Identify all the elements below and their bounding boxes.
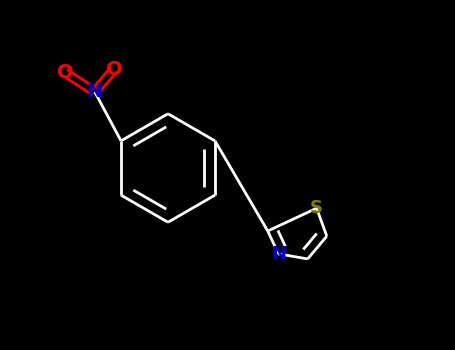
Text: S: S — [310, 199, 323, 217]
Text: O: O — [57, 63, 73, 82]
Text: O: O — [106, 60, 122, 79]
Text: N: N — [86, 82, 103, 102]
Text: N: N — [271, 245, 286, 263]
